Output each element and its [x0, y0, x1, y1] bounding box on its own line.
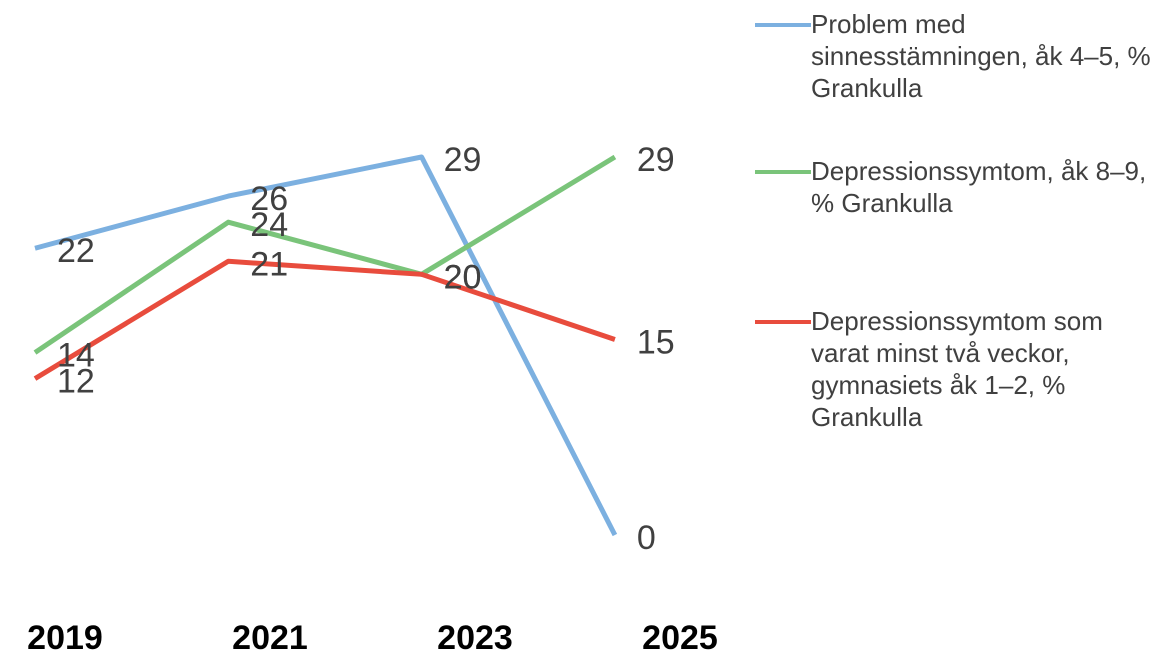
legend-swatch: [755, 320, 811, 324]
data-label: 12: [57, 363, 95, 401]
legend-item: Depressionssymtom som varat minst två ve…: [755, 305, 1165, 433]
data-label: 20: [444, 258, 482, 296]
legend-label: Depressionssymtom, åk 8–9, % Grankulla: [811, 156, 1147, 218]
data-label: 22: [57, 232, 95, 270]
legend-swatch: [755, 170, 811, 174]
data-label: 26: [250, 180, 288, 218]
legend-label: Depressionssymtom som varat minst två ve…: [811, 306, 1103, 432]
x-tick-label: 2019: [27, 619, 103, 657]
data-label: 15: [637, 323, 675, 361]
x-tick-label: 2021: [232, 619, 308, 657]
data-label: 21: [250, 245, 288, 283]
x-tick-label: 2023: [437, 619, 513, 657]
data-label: 14: [57, 337, 95, 375]
data-label: 29: [444, 141, 482, 179]
series-line: [34, 154, 618, 537]
legend-item: Problem med sinnesstämningen, åk 4–5, % …: [755, 8, 1165, 104]
data-label: 20: [444, 258, 482, 296]
x-tick-label: 2025: [642, 619, 718, 657]
data-label: 0: [637, 519, 656, 557]
legend-swatch: [755, 23, 811, 27]
series-line: [33, 154, 617, 355]
legend-label: Problem med sinnesstämningen, åk 4–5, % …: [811, 9, 1151, 103]
legend-item: Depressionssymtom, åk 8–9, % Grankulla: [755, 155, 1165, 219]
data-label: 29: [637, 141, 675, 179]
data-label: 24: [250, 206, 288, 244]
series-line: [33, 258, 616, 381]
